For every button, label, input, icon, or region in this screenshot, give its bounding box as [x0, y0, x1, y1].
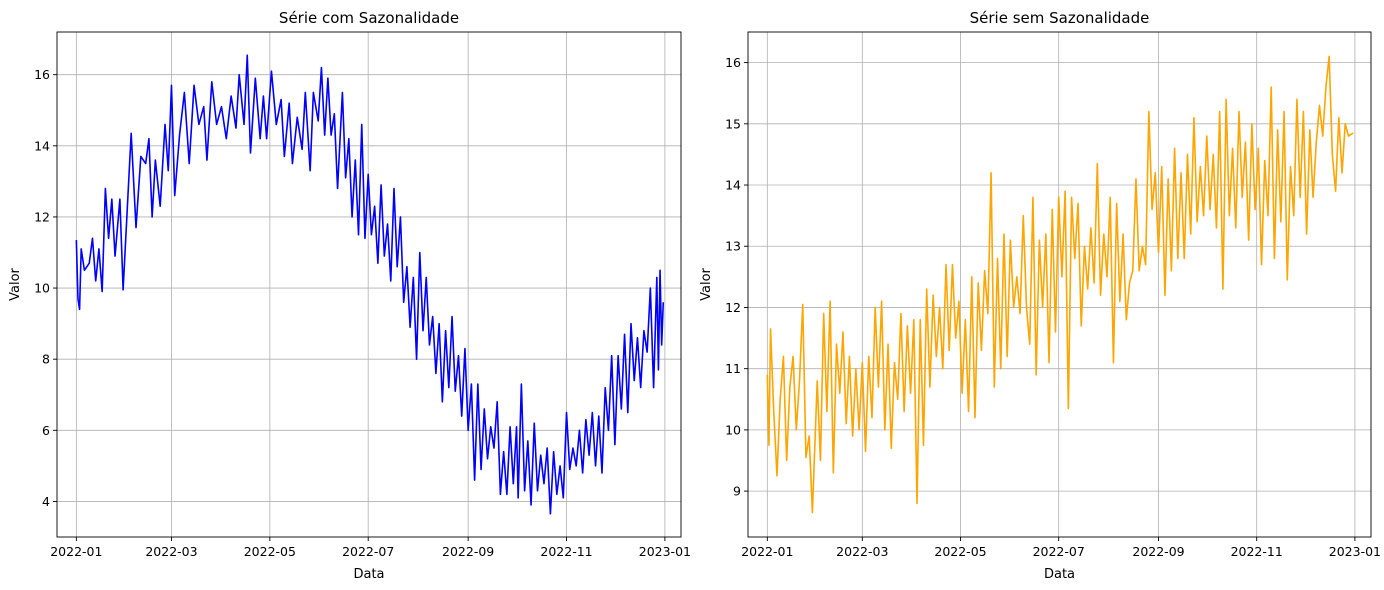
- y-tick-label: 16: [34, 67, 50, 82]
- grid: [748, 32, 1371, 537]
- chart-with-seasonality: 2022-01 2022-03 2022-05 2022-07 2022-09 2022-…: [8, 9, 691, 582]
- y-tick-label: 14: [725, 178, 741, 193]
- y-tick-label: 8: [42, 352, 50, 367]
- x-axis-label: Data: [1044, 567, 1075, 582]
- y-tick-label: 10: [34, 281, 50, 296]
- x-tick-label: 2022-09: [1132, 544, 1184, 559]
- x-tick-label: 2022-09: [442, 544, 494, 559]
- y-tick-label: 16: [725, 55, 741, 70]
- chart-title: Série sem Sazonalidade: [970, 9, 1150, 27]
- y-tick-label: 6: [42, 423, 50, 438]
- x-tick-label: 2023-01: [1329, 544, 1381, 559]
- y-tick-label: 9: [733, 484, 741, 499]
- y-tick-label: 14: [34, 138, 50, 153]
- x-tick-label: 2022-05: [934, 544, 986, 559]
- plot-frame: [747, 31, 1372, 538]
- y-tick-label: 4: [42, 494, 50, 509]
- chart-without-seasonality: 2022-01 2022-03 2022-05 2022-07 2022-09 2022-…: [699, 9, 1381, 582]
- series-line: [75, 54, 665, 515]
- y-axis-label: Valor: [8, 267, 23, 300]
- series-line: [766, 55, 1354, 514]
- chart-title: Série com Sazonalidade: [279, 9, 459, 27]
- x-tick-label: 2022-01: [50, 544, 102, 559]
- x-tick-label: 2022-11: [1231, 544, 1283, 559]
- y-tick-label: 13: [725, 239, 741, 254]
- x-tick-label: 2023-01: [639, 544, 691, 559]
- y-tick-label: 11: [725, 361, 741, 376]
- y-tick-label: 15: [725, 116, 741, 131]
- x-tick-label: 2022-03: [145, 544, 197, 559]
- x-tick-label: 2022-11: [540, 544, 592, 559]
- grid: [57, 32, 681, 537]
- x-axis-label: Data: [353, 567, 384, 582]
- y-axis-label: Valor: [699, 267, 714, 300]
- x-tick-label: 2022-01: [741, 544, 793, 559]
- x-tick-label: 2022-05: [244, 544, 296, 559]
- x-tick-label: 2022-07: [342, 544, 394, 559]
- y-tick-label: 12: [725, 300, 741, 315]
- x-tick-label: 2022-03: [836, 544, 888, 559]
- x-tick-label: 2022-07: [1033, 544, 1085, 559]
- plot-frame: [56, 31, 682, 538]
- y-tick-label: 12: [34, 209, 50, 224]
- y-tick-label: 10: [725, 422, 741, 437]
